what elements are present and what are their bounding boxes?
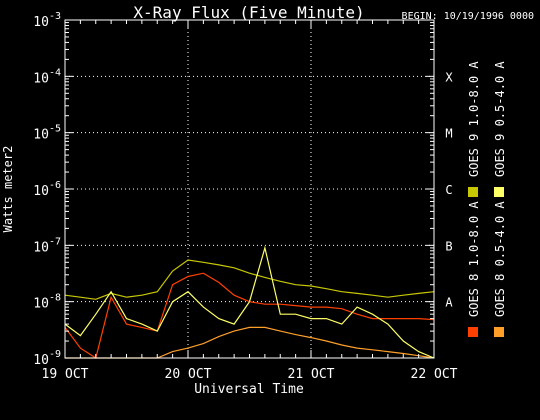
legend-swatch-0 xyxy=(468,327,478,337)
chart-title: X-Ray Flux (Five Minute) xyxy=(133,3,364,22)
legend-label-0: GOES 8 1.0-8.0 A xyxy=(467,201,481,317)
y-tick-label: 10-7 xyxy=(33,236,61,255)
series-line-0 xyxy=(64,272,435,359)
y-tick-label: 10-4 xyxy=(33,67,61,86)
x-tick-label: 21 OCT xyxy=(288,367,335,382)
legend-swatch-2 xyxy=(468,187,478,197)
x-tick-label: 22 OCT xyxy=(411,367,458,382)
y-tick-label: 10-6 xyxy=(33,180,61,199)
series-line-3 xyxy=(64,245,435,359)
series-line-2 xyxy=(64,259,435,300)
y-tick-label: 10-8 xyxy=(33,293,61,312)
flare-class-a: A xyxy=(445,296,453,310)
legend-label-2: GOES 9 1.0-8.0 A xyxy=(467,61,481,177)
y-tick-label: 10-3 xyxy=(33,11,61,30)
x-tick-label: 20 OCT xyxy=(165,367,212,382)
flare-class-c: C xyxy=(445,183,452,197)
legend-label-3: GOES 9 0.5-4.0 A xyxy=(493,61,507,177)
series-line-1 xyxy=(65,326,435,359)
y-axis-label: Watts meter2 xyxy=(1,146,15,233)
legend-swatch-3 xyxy=(494,187,504,197)
y-axis-ticks: 10-9 10-8 10-7 10-6 10-5 10-4 10-3 xyxy=(33,11,434,368)
y-tick-label: 10-5 xyxy=(33,124,61,143)
x-axis-label: Universal Time xyxy=(194,382,304,397)
flare-class-labels: A B C M X xyxy=(445,70,453,309)
x-axis-ticks: 19 OCT 20 OCT 21 OCT 22 OCT xyxy=(42,20,458,382)
flare-class-x: X xyxy=(445,70,453,84)
y-tick-label: 10-9 xyxy=(33,349,61,368)
series-layer xyxy=(64,245,435,359)
legend-swatch-1 xyxy=(494,327,504,337)
flare-class-b: B xyxy=(445,239,452,253)
legend: GOES 8 1.0-8.0 A GOES 8 0.5-4.0 A GOES 9 1… xyxy=(467,61,507,337)
x-tick-label: 19 OCT xyxy=(42,367,89,382)
legend-label-1: GOES 8 0.5-4.0 A xyxy=(493,201,507,317)
flare-class-m: M xyxy=(445,127,452,141)
begin-date-label: BEGIN: 10/19/1996 0000 xyxy=(402,11,534,22)
